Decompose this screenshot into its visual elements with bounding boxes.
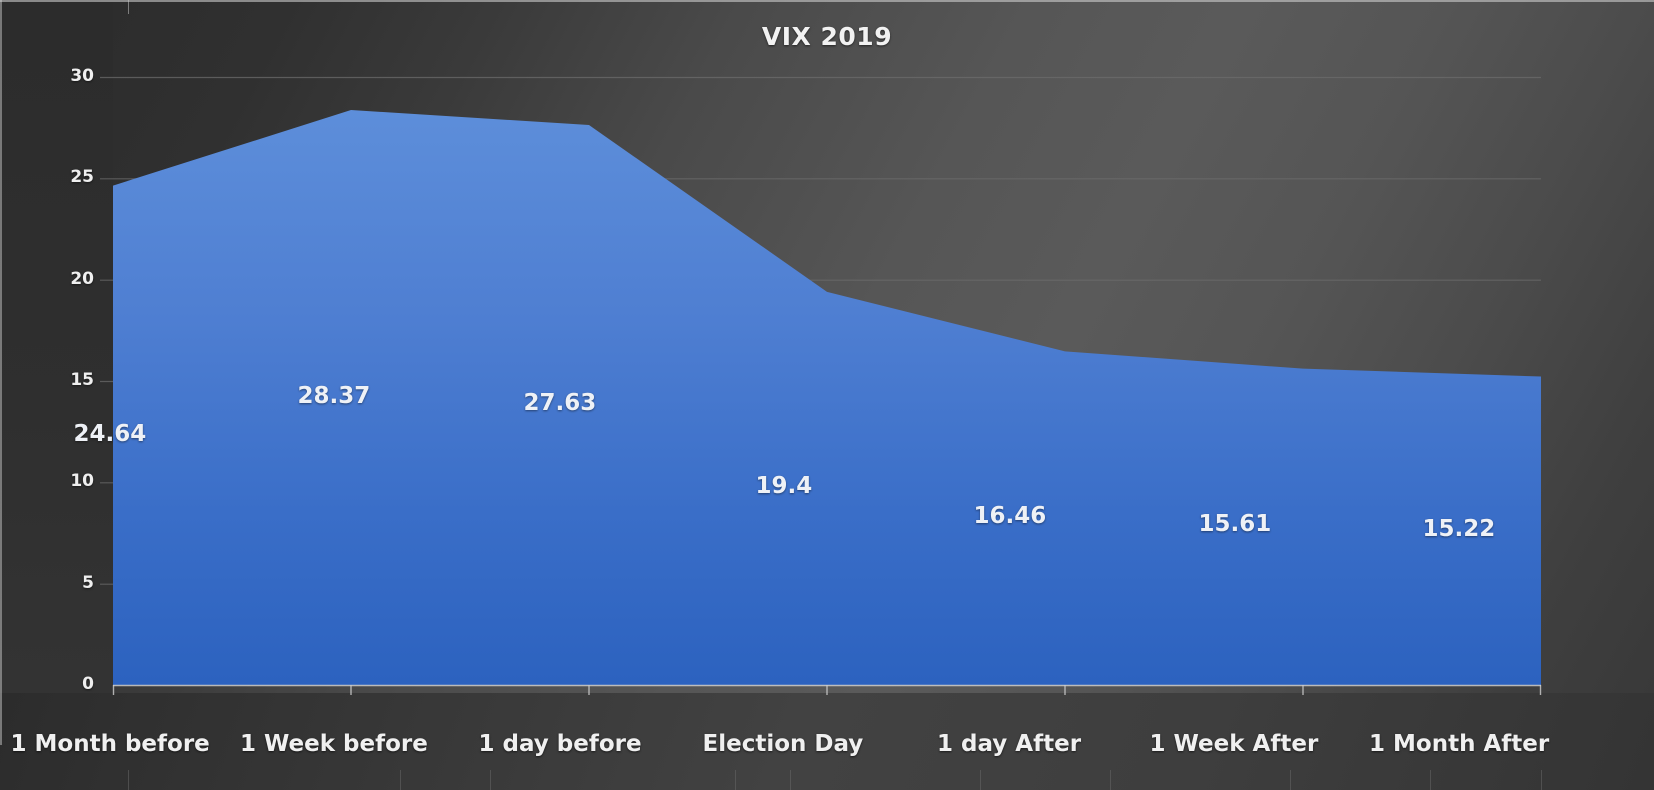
footer-tick-mark (1430, 770, 1431, 790)
data-point-label: 28.37 (297, 383, 371, 409)
data-point-label: 27.63 (523, 390, 597, 416)
category-label: 1 Month After (1369, 731, 1550, 757)
footer-tick-mark (490, 770, 491, 790)
y-axis-tick-label: 30 (70, 66, 94, 86)
footer-tick-mark (980, 770, 981, 790)
category-label: 1 Week before (240, 731, 428, 757)
y-axis-tick-label: 15 (70, 370, 94, 390)
category-axis-strip (0, 693, 1654, 790)
y-axis-tick-label: 0 (82, 674, 94, 694)
category-label: 1 Month before (10, 731, 210, 757)
data-point-label: 19.4 (755, 473, 813, 499)
footer-tick-mark (128, 770, 129, 790)
footer-tick-mark (735, 770, 736, 790)
footer-tick-mark (1110, 770, 1111, 790)
category-label: 1 Week After (1149, 731, 1319, 757)
data-point-label: 24.64 (73, 421, 147, 447)
y-axis-band (2, 2, 113, 745)
footer-tick-mark (400, 770, 401, 790)
footer-tick-mark (1290, 770, 1291, 790)
data-point-label: 15.22 (1422, 516, 1496, 542)
chart-title: VIX 2019 (761, 22, 893, 51)
y-axis-tick-label: 25 (70, 167, 94, 188)
category-label: 1 day After (937, 731, 1082, 757)
footer-tick-mark (1541, 770, 1542, 790)
category-label: 1 day before (478, 731, 642, 757)
footer-tick-mark (790, 770, 791, 790)
data-point-label: 16.46 (973, 503, 1047, 529)
area-series-vix-2019 (113, 110, 1541, 685)
window-frame-top-edge (0, 0, 1654, 2)
y-axis-tick-label: 10 (70, 471, 94, 492)
y-axis-tick-label: 5 (82, 572, 94, 593)
window-frame-left-edge (0, 0, 2, 745)
data-point-label: 15.61 (1198, 511, 1272, 537)
x-axis-ticks-group (112, 685, 1542, 695)
category-label: Election Day (702, 731, 864, 757)
window-frame-tick (128, 0, 129, 14)
y-axis-tick-label: 20 (70, 268, 94, 289)
